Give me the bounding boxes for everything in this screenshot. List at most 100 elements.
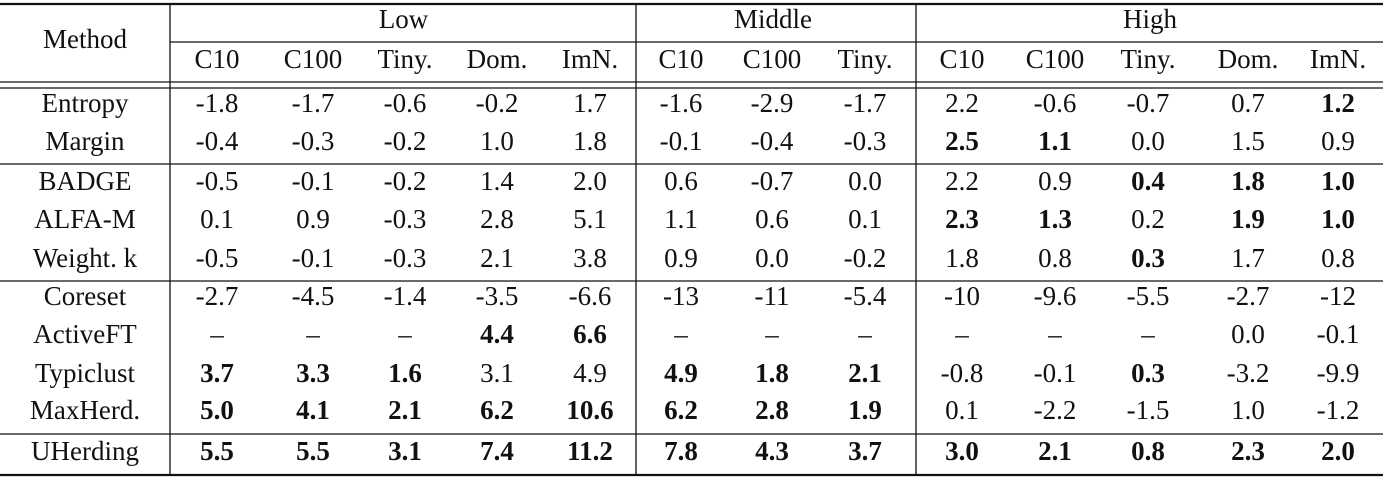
cell: 1.0 xyxy=(1231,395,1265,425)
cell: -0.1 xyxy=(1034,358,1077,388)
cell: 3.0 xyxy=(945,436,979,466)
cell: 1.6 xyxy=(388,358,422,388)
cell: – xyxy=(209,319,224,349)
cell: 3.3 xyxy=(296,358,330,388)
cell: 1.1 xyxy=(1038,126,1072,156)
cell: 2.2 xyxy=(945,88,979,118)
group-header: Middle xyxy=(734,4,812,34)
cell: 0.6 xyxy=(664,166,698,196)
cell: 10.6 xyxy=(566,395,613,425)
cell: 6.6 xyxy=(573,319,607,349)
row-label: Weight. k xyxy=(33,243,138,273)
cell: -6.6 xyxy=(569,281,612,311)
row-label: ALFA-M xyxy=(34,204,136,234)
column-header: Dom. xyxy=(467,44,528,74)
cell: -12 xyxy=(1320,281,1356,311)
cell: 5.5 xyxy=(200,436,234,466)
cell: 1.8 xyxy=(755,358,789,388)
cell: – xyxy=(1047,319,1062,349)
column-header: Tiny. xyxy=(837,44,892,74)
column-header: ImN. xyxy=(562,44,618,74)
cell: -0.3 xyxy=(292,126,335,156)
cell: 0.8 xyxy=(1321,243,1355,273)
cell: 0.3 xyxy=(1131,358,1165,388)
row-label: UHerding xyxy=(31,436,139,466)
cell: 1.0 xyxy=(1321,166,1355,196)
cell: 11.2 xyxy=(567,436,613,466)
cell: -9.6 xyxy=(1034,281,1077,311)
cell: 1.7 xyxy=(573,88,607,118)
cell: 0.1 xyxy=(945,395,979,425)
cell: -1.7 xyxy=(292,88,335,118)
cell: -1.4 xyxy=(384,281,427,311)
column-header: Dom. xyxy=(1218,44,1279,74)
cell: 2.1 xyxy=(1038,436,1072,466)
cell: 1.1 xyxy=(664,204,698,234)
cell: 0.0 xyxy=(1131,126,1165,156)
cell: 2.3 xyxy=(945,204,979,234)
cell: 0.8 xyxy=(1038,243,1072,273)
cell: -0.4 xyxy=(751,126,794,156)
cell: -5.5 xyxy=(1127,281,1170,311)
cell: -9.9 xyxy=(1317,358,1360,388)
row-label: BADGE xyxy=(39,166,132,196)
cell: 1.4 xyxy=(480,166,514,196)
cell: -0.3 xyxy=(384,204,427,234)
cell: -0.2 xyxy=(384,126,427,156)
cell: -0.8 xyxy=(941,358,984,388)
cell: -5.4 xyxy=(844,281,887,311)
cell: 2.2 xyxy=(945,166,979,196)
cell: 2.8 xyxy=(480,204,514,234)
cell: 0.2 xyxy=(1131,204,1165,234)
column-header: Tiny. xyxy=(377,44,432,74)
column-header: C10 xyxy=(194,44,239,74)
cell: 1.8 xyxy=(1231,166,1265,196)
cell: 7.8 xyxy=(664,436,698,466)
row-label: Margin xyxy=(46,126,125,156)
group-header: Low xyxy=(379,4,429,34)
cell: -2.2 xyxy=(1034,395,1077,425)
cell: 0.7 xyxy=(1231,88,1265,118)
cell: 0.0 xyxy=(848,166,882,196)
cell: -0.2 xyxy=(844,243,887,273)
cell: -1.6 xyxy=(660,88,703,118)
cell: -0.5 xyxy=(196,166,239,196)
cell: -0.3 xyxy=(384,243,427,273)
group-header: High xyxy=(1123,4,1178,34)
cell: -0.5 xyxy=(196,243,239,273)
cell: 2.1 xyxy=(388,395,422,425)
cell: -2.9 xyxy=(751,88,794,118)
cell: -0.1 xyxy=(292,166,335,196)
cell: – xyxy=(305,319,320,349)
cell: 2.3 xyxy=(1231,436,1265,466)
column-header: Tiny. xyxy=(1120,44,1175,74)
cell: -0.3 xyxy=(844,126,887,156)
cell: -2.7 xyxy=(196,281,239,311)
cell: -0.1 xyxy=(1317,319,1360,349)
cell: 2.1 xyxy=(848,358,882,388)
cell: 1.3 xyxy=(1038,204,1072,234)
cell: -13 xyxy=(663,281,699,311)
cell: -0.7 xyxy=(751,166,794,196)
cell: – xyxy=(764,319,779,349)
cell: -10 xyxy=(944,281,980,311)
cell: – xyxy=(1140,319,1155,349)
cell: 0.6 xyxy=(755,204,789,234)
cell: 4.9 xyxy=(664,358,698,388)
cell: – xyxy=(397,319,412,349)
row-label: MaxHerd. xyxy=(30,395,140,425)
cell: 6.2 xyxy=(480,395,514,425)
cell: 1.5 xyxy=(1231,126,1265,156)
cell: -4.5 xyxy=(292,281,335,311)
column-header: ImN. xyxy=(1310,44,1366,74)
cell: 6.2 xyxy=(664,395,698,425)
cell: 0.0 xyxy=(1231,319,1265,349)
cell: 4.1 xyxy=(296,395,330,425)
cell: 0.4 xyxy=(1131,166,1165,196)
cell: 0.9 xyxy=(1038,166,1072,196)
cell: 5.5 xyxy=(296,436,330,466)
cell: 7.4 xyxy=(480,436,514,466)
cell: -0.4 xyxy=(196,126,239,156)
cell: -1.5 xyxy=(1127,395,1170,425)
cell: 1.9 xyxy=(848,395,882,425)
